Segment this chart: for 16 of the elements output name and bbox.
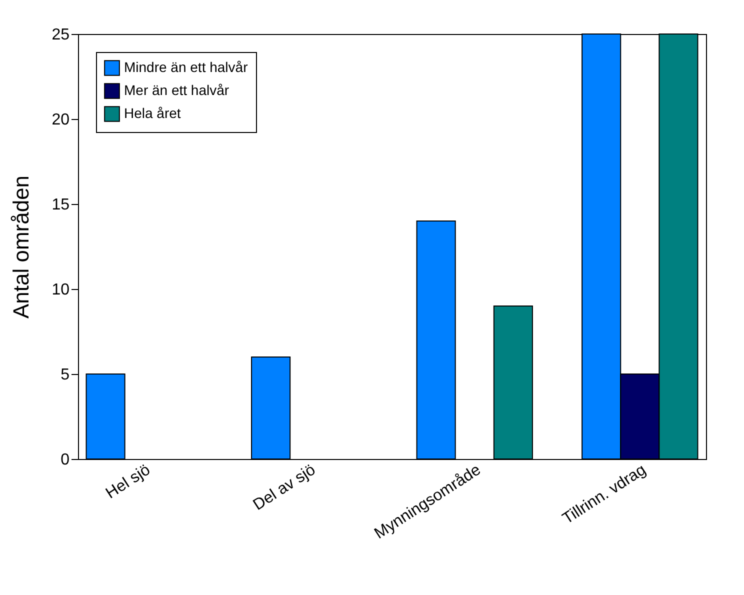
- legend-label: Mindre än ett halvår: [124, 59, 248, 75]
- y-tick-label: 0: [60, 452, 70, 468]
- legend-label: Hela året: [124, 105, 181, 121]
- x-tick-label: Hel sjö: [103, 461, 154, 502]
- bar: [493, 306, 533, 460]
- bar: [251, 356, 291, 460]
- y-tick-label: 5: [60, 366, 70, 384]
- legend-label: Mer än ett halvår: [124, 82, 230, 98]
- y-axis-title: Antal områden: [8, 175, 34, 319]
- y-tick-label: 15: [52, 196, 70, 214]
- y-tick-label: 10: [52, 282, 70, 298]
- x-tick-label: Del av sjö: [250, 461, 319, 514]
- bar: [416, 220, 456, 460]
- bar: [86, 374, 126, 460]
- y-tick-label: 20: [52, 112, 70, 128]
- y-tick-label: 25: [52, 26, 70, 44]
